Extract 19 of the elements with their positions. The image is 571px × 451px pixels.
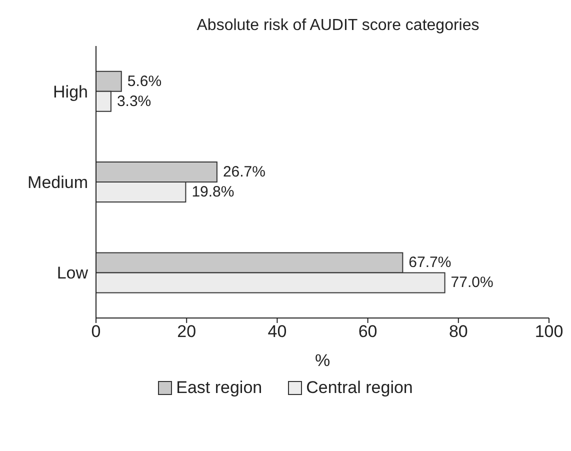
x-tick-label: 80 bbox=[448, 322, 468, 342]
x-tick-label: 100 bbox=[534, 322, 564, 342]
legend-label: East region bbox=[176, 378, 262, 398]
legend-label: Central region bbox=[306, 378, 413, 398]
data-label: 26.7% bbox=[222, 164, 266, 181]
x-tick-label: 0 bbox=[91, 322, 101, 342]
y-tick-label: Low bbox=[56, 264, 89, 283]
data-label: 19.8% bbox=[192, 184, 234, 201]
y-tick-label: High bbox=[53, 82, 88, 102]
chart-title: Absolute risk of AUDIT score categories bbox=[196, 17, 480, 34]
data-label: 3.3% bbox=[116, 92, 152, 110]
x-tick-label: 40 bbox=[268, 322, 287, 342]
data-label: 5.6% bbox=[127, 72, 162, 90]
x-tick-label: 60 bbox=[358, 322, 378, 342]
x-axis-title: % bbox=[314, 351, 330, 370]
data-label: 77.0% bbox=[450, 274, 494, 292]
data-label: 67.7% bbox=[408, 254, 452, 272]
y-tick-label: Medium bbox=[28, 173, 88, 192]
x-tick-label: 20 bbox=[177, 322, 196, 342]
